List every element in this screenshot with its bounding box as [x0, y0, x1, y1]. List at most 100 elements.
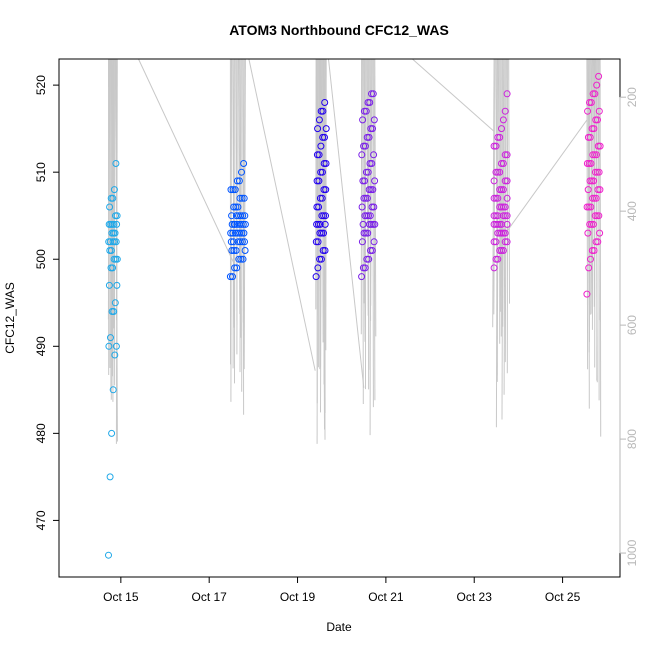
profile-line: [590, 58, 593, 315]
data-point: [319, 107, 327, 115]
data-point: [370, 238, 378, 246]
plot-frame: [58, 58, 621, 578]
data-point: [595, 212, 603, 220]
data-point: [106, 473, 114, 481]
data-point: [595, 168, 603, 176]
data-point: [321, 133, 328, 141]
data-point: [585, 264, 593, 272]
data-point: [501, 151, 509, 159]
data-point: [589, 151, 597, 159]
data-point: [108, 429, 116, 437]
data-point: [594, 186, 602, 194]
data-point: [237, 212, 245, 220]
data-point: [234, 203, 242, 211]
right-axis: 200 400 600 800 1000: [619, 87, 639, 566]
data-point: [594, 238, 602, 246]
data-point: [589, 220, 597, 228]
data-point: [230, 247, 238, 254]
data-point: [501, 177, 509, 185]
data-point: [370, 151, 378, 159]
data-point: [109, 386, 117, 394]
data-point: [496, 168, 504, 176]
data-point: [112, 342, 120, 350]
data-point: [368, 160, 376, 167]
data-point: [587, 99, 595, 106]
y-axis: 470 480 490 500 510 520: [34, 75, 60, 530]
data-point: [587, 160, 595, 167]
profile-line: [599, 58, 602, 437]
data-point: [320, 229, 327, 237]
data-point: [501, 229, 509, 237]
data-point: [315, 151, 323, 159]
data-point: [228, 247, 236, 254]
data-point: [314, 264, 322, 272]
data-point: [503, 177, 511, 185]
data-point: [371, 177, 379, 185]
data-point: [228, 220, 236, 228]
data-point: [358, 151, 366, 159]
data-point: [499, 116, 507, 124]
data-point: [110, 220, 118, 228]
data-point: [365, 255, 373, 263]
data-point: [113, 212, 121, 220]
data-point: [105, 551, 112, 559]
data-point: [231, 264, 239, 272]
data-point: [226, 273, 234, 281]
y-tick-label: 520: [34, 75, 48, 95]
data-point: [371, 220, 379, 228]
data-point: [584, 229, 592, 237]
data-point: [239, 220, 247, 228]
profile-lines: [107, 58, 602, 444]
data-point: [239, 255, 247, 263]
data-point: [113, 255, 121, 263]
x-tick-label: Oct 25: [545, 590, 581, 604]
data-point: [232, 203, 240, 211]
data-point: [359, 116, 367, 124]
data-point: [498, 247, 505, 254]
data-point: [366, 99, 374, 106]
data-point: [591, 168, 599, 176]
data-point: [315, 203, 323, 211]
x-tick-label: Oct 23: [457, 590, 493, 604]
data-point: [596, 142, 604, 150]
profile-connector: [328, 58, 365, 388]
data-point: [229, 273, 236, 281]
profile-line: [110, 58, 114, 400]
data-point: [501, 107, 509, 115]
data-point: [239, 212, 247, 220]
data-point: [238, 229, 246, 237]
profile-line: [238, 58, 241, 315]
data-point: [585, 203, 593, 211]
data-point: [492, 142, 500, 150]
data-point: [498, 160, 505, 167]
data-point: [111, 299, 119, 307]
data-point: [498, 186, 505, 194]
data-point: [358, 273, 366, 281]
x-axis-label: Date: [326, 620, 352, 634]
data-point: [358, 203, 366, 211]
x-tick-label: Oct 19: [280, 590, 316, 604]
data-point: [109, 194, 117, 202]
data-point: [593, 151, 600, 159]
data-point: [236, 194, 244, 202]
data-point: [111, 351, 119, 359]
data-point: [227, 186, 235, 194]
data-point: [492, 238, 500, 246]
data-point: [105, 281, 113, 289]
x-axis: Oct 15 Oct 17 Oct 19 Oct 21 Oct 23 Oct 25: [103, 576, 581, 604]
right-tick-label: 400: [625, 201, 639, 221]
data-point: [501, 212, 509, 220]
data-point: [499, 247, 507, 254]
data-point: [322, 125, 330, 133]
data-point: [230, 203, 238, 211]
data-point: [241, 212, 249, 220]
data-point: [358, 238, 366, 246]
data-point: [240, 160, 248, 167]
data-points: [105, 72, 604, 559]
data-point: [590, 247, 598, 254]
data-point: [364, 229, 372, 237]
data-point: [318, 194, 326, 202]
data-point: [315, 116, 323, 124]
data-point: [361, 177, 369, 185]
data-point: [366, 212, 374, 220]
